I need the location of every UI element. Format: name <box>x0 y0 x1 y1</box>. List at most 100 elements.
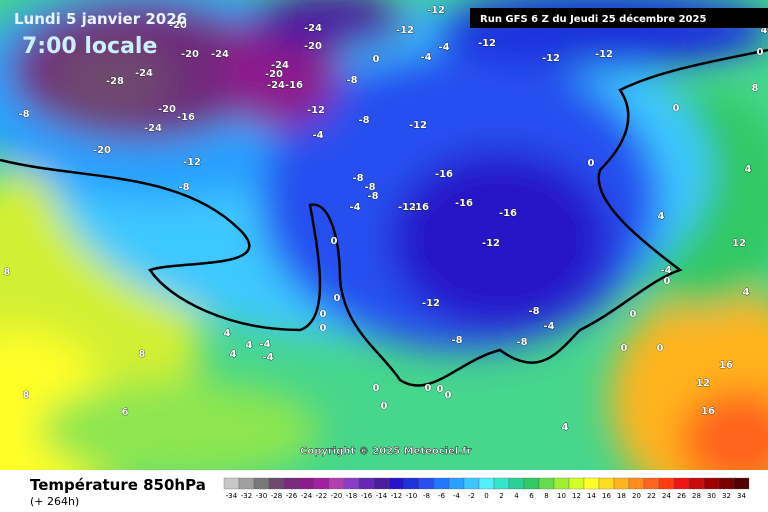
colorbar-tick-label: -2 <box>468 492 475 500</box>
contour-label: 4 <box>658 211 665 222</box>
colorbar-swatch <box>703 477 720 490</box>
colorbar-tick-label: 18 <box>617 492 626 500</box>
colorbar-tick-label: -26 <box>286 492 298 500</box>
contour-label: -12 <box>396 25 414 36</box>
contour-label: -16 <box>455 198 473 209</box>
colorbar-tick-label: 16 <box>602 492 611 500</box>
contour-label: -24 <box>267 80 285 91</box>
copyright: Copyright © 2025 Meteociel.fr <box>300 446 471 457</box>
colorbar-tick-label: 0 <box>484 492 488 500</box>
contour-label: -8 <box>528 306 539 317</box>
contour-label: -12 <box>482 238 500 249</box>
colorbar-swatch <box>373 477 390 490</box>
contour-label: 4 <box>246 340 253 351</box>
colorbar-tick-label: 24 <box>662 492 671 500</box>
contour-label: 0 <box>673 103 680 114</box>
colorbar-swatch <box>598 477 615 490</box>
contour-label: 6 <box>122 407 129 418</box>
colorbar-swatch <box>313 477 330 490</box>
contour-label: -4 <box>420 52 431 63</box>
contour-label: -20 <box>169 20 187 31</box>
contour-label: -20 <box>265 69 283 80</box>
colorbar-tick-label: 26 <box>677 492 686 500</box>
contour-label: 4 <box>562 422 569 433</box>
colorbar-tick-label: 8 <box>544 492 548 500</box>
contour-label: -12 <box>422 298 440 309</box>
colorbar-tick-label: 4 <box>514 492 519 500</box>
colorbar-tick-label: 6 <box>529 492 534 500</box>
zero-isotherm <box>0 48 768 387</box>
colorbar-swatch <box>403 477 420 490</box>
colorbar-swatch <box>583 477 600 490</box>
contour-label: 0 <box>373 54 380 65</box>
colorbar-tick-label: -10 <box>406 492 417 500</box>
colorbar-tick-label: -20 <box>331 492 342 500</box>
contour-label: -16 <box>499 208 517 219</box>
contour-labels: -20-20 -24-28-24-20-16-24-20-8-12-8-24-20… <box>3 5 768 434</box>
colorbar-tick-label: 32 <box>722 492 731 500</box>
colorbar-swatch <box>553 477 570 490</box>
colorbar-swatch <box>283 477 300 490</box>
contour-label: 4 <box>745 164 752 175</box>
colorbar-swatch <box>523 477 540 490</box>
contour-label: -24 <box>144 123 162 134</box>
colorbar-tick-label: -34 <box>226 492 238 500</box>
contour-label: -8 <box>352 173 363 184</box>
contour-label: 0 <box>334 293 341 304</box>
colorbar-swatch <box>238 477 255 490</box>
contour-label: -8 <box>346 75 357 86</box>
contour-label: -4 <box>543 321 554 332</box>
contour-label: 8 <box>23 390 30 401</box>
contour-label: 4 <box>230 349 237 360</box>
colorbar-tick-label: 14 <box>587 492 596 500</box>
contour-label: -12 <box>398 202 416 213</box>
colorbar-swatch <box>568 477 585 490</box>
contour-label: -24 <box>211 49 229 60</box>
contour-label: -16 <box>411 202 429 213</box>
colorbar-swatch <box>688 477 705 490</box>
colorbar-tick-label: -16 <box>361 492 373 500</box>
colorbar-tick-label: -12 <box>391 492 402 500</box>
run-box <box>470 8 768 28</box>
colorbar-tick-label: -18 <box>346 492 357 500</box>
colorbar-swatch <box>343 477 360 490</box>
colorbar-swatch <box>223 477 240 490</box>
contour-label: -12 <box>542 53 560 64</box>
contour-label: -12 <box>183 157 201 168</box>
contour-label: -24 <box>271 60 289 71</box>
contour-label: 0 <box>757 47 764 58</box>
contour-label: 4 <box>743 287 750 298</box>
contour-label: 8 <box>139 349 146 360</box>
colorbar-swatch <box>253 477 270 490</box>
contour-label: 8 <box>752 83 759 94</box>
forecast-date: Lundi 5 janvier 2026 <box>14 10 187 28</box>
contour-label: -28 <box>106 76 124 87</box>
colorbar-tick-label: 2 <box>499 492 503 500</box>
contour-label: 0 <box>657 343 664 354</box>
contour-label: -4 <box>349 202 360 213</box>
colorbar-swatch <box>478 477 495 490</box>
contour-label: -8 <box>451 335 462 346</box>
forecast-time: 7:00 locale <box>22 34 157 59</box>
colorbar-tick-label: 34 <box>737 492 746 500</box>
colorbar-swatch <box>298 477 315 490</box>
colorbar-swatch <box>613 477 630 490</box>
colorbar-swatch <box>658 477 675 490</box>
contour-label: 16 <box>719 360 733 371</box>
colorbar-swatch <box>448 477 465 490</box>
colorbar-swatch <box>328 477 345 490</box>
contour-label: -4 <box>660 265 671 276</box>
colorbar-swatch <box>463 477 480 490</box>
run-info: Run GFS 6 Z du Jeudi 25 décembre 2025 <box>480 13 706 25</box>
contour-label: -8 <box>358 115 369 126</box>
contour-label: 16 <box>701 406 715 417</box>
footer-lead: (+ 264h) <box>30 495 79 508</box>
colorbar-swatch <box>643 477 660 490</box>
colorbar-swatch <box>418 477 435 490</box>
contour-label: 0 <box>588 158 595 169</box>
contour-label: -12 <box>595 49 613 60</box>
colorbar-tick-label: 28 <box>692 492 701 500</box>
colorbar-swatch <box>538 477 555 490</box>
contour-label: -12 <box>478 38 496 49</box>
colorbar-swatch <box>493 477 510 490</box>
